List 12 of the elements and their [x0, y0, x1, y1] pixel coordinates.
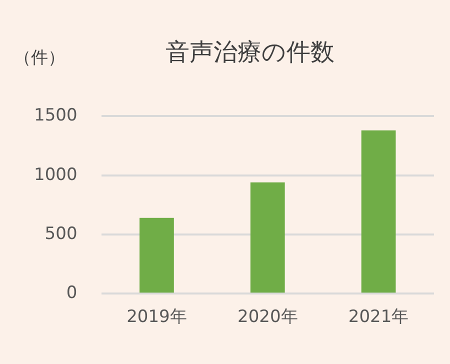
y-axis-title: （件） — [14, 47, 65, 69]
bar — [361, 130, 396, 293]
y-tick-label: 1500 — [34, 106, 78, 126]
bar — [250, 182, 285, 293]
chart-title: 音声治療の件数 — [164, 37, 336, 68]
x-tick-label: 2019年 — [126, 307, 187, 328]
x-tick-label: 2021年 — [348, 307, 409, 328]
x-tick-label: 2020年 — [238, 307, 298, 328]
y-tick-label: 500 — [44, 224, 78, 244]
y-tick-label: 1000 — [34, 164, 78, 185]
y-tick-label: 0 — [66, 283, 78, 304]
bar — [140, 218, 174, 293]
